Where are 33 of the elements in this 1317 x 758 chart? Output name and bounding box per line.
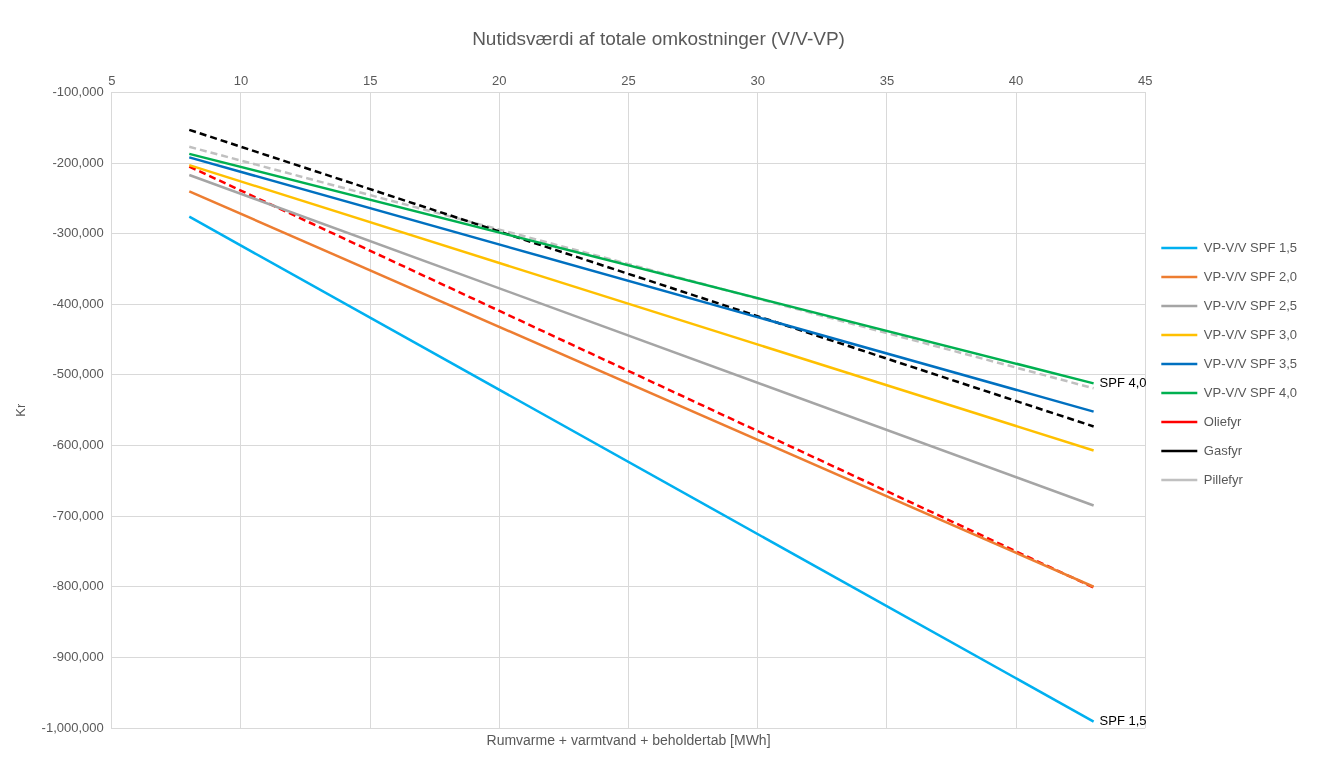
y-tick-label: -100,000	[52, 83, 104, 99]
x-tick-label: 45	[1138, 73, 1153, 89]
y-tick-label: -500,000	[52, 366, 104, 382]
legend-label: Gasfyr	[1203, 442, 1243, 458]
legend-label: VP-V/V SPF 2,0	[1203, 268, 1297, 284]
y-axis-title: Kr	[13, 403, 29, 417]
x-axis-title: Rumvarme + varmtvand + beholdertab [MWh]	[486, 731, 771, 748]
legend-label: VP-V/V SPF 3,5	[1203, 355, 1297, 371]
x-tick-label: 25	[621, 73, 636, 89]
legend-label: Oliefyr	[1203, 413, 1243, 429]
y-tick-label: -600,000	[52, 437, 104, 453]
x-tick-label: 35	[879, 73, 895, 89]
x-tick-label: 10	[233, 73, 249, 89]
legend-label: VP-V/V SPF 2,5	[1203, 297, 1297, 313]
chart-title: Nutidsværdi af totale omkostninger (V/V-VP)	[472, 27, 845, 49]
y-tick-label: -900,000	[52, 648, 104, 664]
y-tick-label: -300,000	[52, 225, 104, 241]
y-tick-label: -1,000,000	[41, 719, 104, 735]
annotation: SPF 1,5	[1099, 713, 1147, 729]
y-tick-label: -800,000	[52, 578, 104, 594]
legend-label: VP-V/V SPF 4,0	[1203, 384, 1297, 400]
x-tick-label: 5	[108, 73, 116, 89]
legend-label: VP-V/V SPF 1,5	[1203, 239, 1297, 255]
x-tick-label: 20	[492, 73, 507, 89]
x-tick-label: 30	[750, 73, 765, 89]
x-tick-label: 40	[1008, 73, 1024, 89]
x-tick-label: 15	[362, 73, 378, 89]
y-tick-label: -400,000	[52, 295, 104, 311]
legend-label: Pillefyr	[1203, 471, 1244, 487]
annotation: SPF 4,0	[1099, 374, 1147, 390]
y-tick-label: -700,000	[52, 507, 104, 523]
legend-label: VP-V/V SPF 3,0	[1203, 326, 1297, 342]
y-tick-label: -200,000	[52, 154, 104, 170]
